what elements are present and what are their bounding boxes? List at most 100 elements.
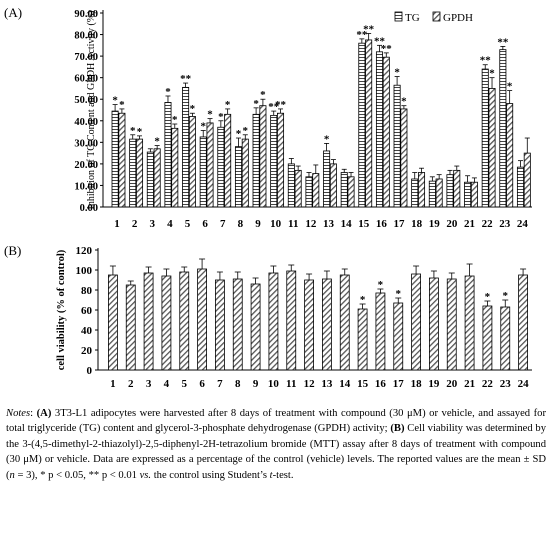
notes-panel-b-ref: (B) xyxy=(390,423,405,435)
panel-b-x-tick-label: 1 xyxy=(110,378,116,390)
panel-a-x-tick-label: 5 xyxy=(185,218,191,230)
figure-notes: Notes: (A) 3T3-L1 adipocytes were harves… xyxy=(6,406,546,483)
panel-b-bar xyxy=(357,308,368,371)
panel-a-bar-tg xyxy=(323,150,331,208)
panel-a-x-tick-label: 3 xyxy=(150,218,156,230)
legend-swatch-tg xyxy=(394,11,403,22)
panel-a-bar-tg xyxy=(516,166,524,208)
panel-a-significance-mark: * xyxy=(207,109,213,121)
panel-b-bar xyxy=(268,272,279,371)
panel-b-significance-mark: * xyxy=(485,291,491,303)
panel-b-x-tick-label: 19 xyxy=(428,378,440,390)
panel-a-bar-gpdh xyxy=(277,112,285,208)
notes-panel-a-ref: (A) xyxy=(36,408,52,419)
panel-a-bar-gpdh xyxy=(312,173,320,208)
notes-text-4: = 3), * p < 0.05, ** p < 0.01 xyxy=(14,469,140,481)
panel-a-significance-mark: * xyxy=(253,98,259,110)
panel-a-significance-mark: * xyxy=(218,111,224,123)
panel-b-bar xyxy=(215,279,225,371)
panel-a-bar-tg xyxy=(393,84,401,208)
notes-label: Notes xyxy=(6,408,31,419)
panel-b-bar xyxy=(518,274,528,371)
legend-label-tg: TG xyxy=(405,12,420,24)
panel-b-x-tick-label: 23 xyxy=(500,378,512,390)
panel-a-y-tick-label: 50.00 xyxy=(74,95,98,106)
panel-a-significance-mark: * xyxy=(190,103,196,115)
panel-a-bar-gpdh xyxy=(400,108,408,208)
panel-b-bar xyxy=(339,274,350,371)
panel-b-bar xyxy=(464,275,475,371)
panel-b-bar xyxy=(250,283,261,371)
panel-b-x-tick-label: 11 xyxy=(286,378,296,390)
panel-b-bar xyxy=(375,292,386,371)
panel-a-x-tick-label: 16 xyxy=(376,218,388,230)
panel-a-bar-tg xyxy=(270,114,278,208)
panel-a-bar-gpdh xyxy=(488,88,496,208)
panel-a-x-tick-label: 19 xyxy=(429,218,441,230)
panel-b-y-tick-label: 20 xyxy=(81,345,93,357)
panel-b-bar xyxy=(393,302,404,371)
panel-b-y-tick-label: 120 xyxy=(76,245,93,257)
panel-a-bar-gpdh xyxy=(506,103,514,208)
panel-a-bar-gpdh xyxy=(188,116,196,208)
panel-a-significance-mark: ** xyxy=(275,99,287,111)
panel-b-x-tick-label: 12 xyxy=(304,378,316,390)
notes-text-6: -test. xyxy=(272,469,294,481)
panel-a-bar-gpdh xyxy=(118,112,126,208)
notes-t: t xyxy=(269,469,273,481)
panel-a-bar-tg xyxy=(129,138,137,208)
panel-b-x-tick-label: 10 xyxy=(268,378,280,390)
panel-b-y-tick-label: 80 xyxy=(81,285,93,297)
panel-b-bar xyxy=(108,274,118,371)
notes-n: n xyxy=(9,469,15,481)
panel-a-bar-tg xyxy=(340,172,348,208)
panel-a-significance-mark: ** xyxy=(268,101,280,113)
panel-b-x-tick-label: 4 xyxy=(164,378,170,390)
panel-a-significance-mark: * xyxy=(236,128,242,140)
panel-a-x-tick-label: 8 xyxy=(238,218,244,230)
panel-a-significance-mark: * xyxy=(489,68,495,80)
panel-a-y-tick-label: 70.00 xyxy=(74,52,98,63)
panel-a-label: (A) xyxy=(4,5,22,20)
panel-a-bar-tg xyxy=(234,146,242,208)
panel-a-bar-gpdh xyxy=(382,56,390,208)
panel-b-x-tick-label: 13 xyxy=(321,378,333,390)
panel-a-y-tick-label: 30.00 xyxy=(74,138,98,149)
panel-b-bar xyxy=(125,284,136,371)
panel-b-significance-mark: * xyxy=(503,290,509,302)
panel-a-x-tick-label: 4 xyxy=(167,218,173,230)
panel-a-significance-mark: * xyxy=(165,86,171,98)
panel-a-y-tick-label: 90.00 xyxy=(74,9,98,20)
panel-a-significance-mark: * xyxy=(401,96,407,108)
panel-a-bar-tg xyxy=(358,42,366,208)
notes-vs: vs. xyxy=(139,469,152,481)
panel-a-x-tick-label: 12 xyxy=(305,218,317,230)
legend-swatch-gpdh xyxy=(432,11,441,22)
panel-b-x-tick-label: 6 xyxy=(199,378,205,390)
panel-a-bar-tg xyxy=(217,126,225,208)
panel-a-significance-mark: ** xyxy=(374,35,386,47)
panel-b-bar xyxy=(232,278,243,371)
panel-b-x-tick-label: 9 xyxy=(253,378,259,390)
notes-text-1: : xyxy=(30,408,37,419)
panel-a-x-tick-label: 9 xyxy=(255,218,261,230)
panel-a-significance-mark: ** xyxy=(180,73,192,85)
panel-a-bar-gpdh xyxy=(206,122,214,208)
panel-a-significance-mark: * xyxy=(130,125,136,137)
panel-b-label: (B) xyxy=(4,243,21,258)
panel-a-x-tick-label: 18 xyxy=(411,218,423,230)
panel-a-y-tick-label: 20.00 xyxy=(74,160,98,171)
panel-b-x-tick-label: 5 xyxy=(182,378,188,390)
panel-b-x-tick-label: 21 xyxy=(464,378,475,390)
panel-a-bar-tg xyxy=(411,178,419,208)
panel-a-bar-gpdh xyxy=(453,169,461,208)
panel-a-bar-tg xyxy=(481,68,489,208)
panel-a-y-tick-label: 0.00 xyxy=(80,203,98,214)
panel-b-y-axis-label: cell viability (% of control) xyxy=(56,249,67,370)
panel-b-bar xyxy=(482,305,493,371)
panel-b-bar xyxy=(179,271,190,371)
panel-b-x-tick-label: 22 xyxy=(482,378,494,390)
panel-a-bar-gpdh xyxy=(329,163,337,208)
panel-a-significance-mark: * xyxy=(225,99,231,111)
panel-a-significance-mark: ** xyxy=(480,55,492,67)
